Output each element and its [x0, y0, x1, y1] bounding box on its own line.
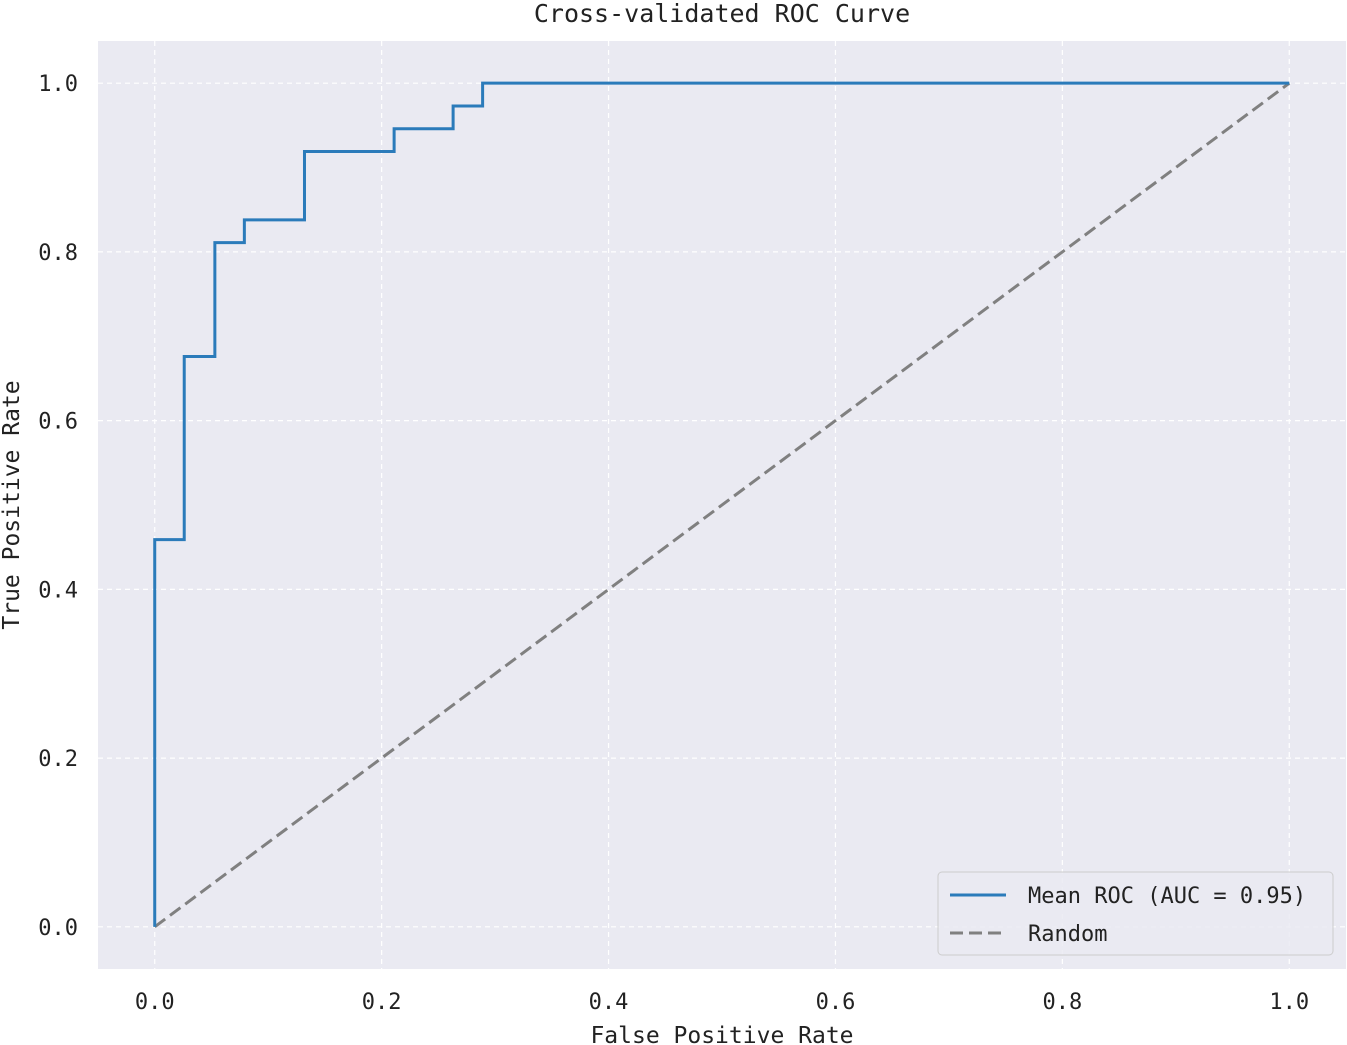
legend-label: Mean ROC (AUC = 0.95) — [1028, 884, 1306, 909]
mean-roc-line — [153, 81, 1290, 927]
series-layer — [153, 81, 1291, 929]
y-tick-labels: 0.0 0.2 0.4 0.6 0.8 1.0 — [38, 72, 78, 941]
x-tick-label: 0.6 — [816, 990, 856, 1015]
x-tick-label: 0.0 — [135, 990, 175, 1015]
y-tick-label: 0.6 — [38, 410, 78, 435]
x-tick-label: 0.2 — [362, 990, 402, 1015]
y-axis-label: True Positive Rate — [0, 380, 25, 629]
x-tick-label: 1.0 — [1269, 990, 1309, 1015]
y-tick-label: 0.8 — [38, 241, 78, 266]
legend-box — [937, 871, 1334, 956]
legend-label: Random — [1028, 922, 1107, 947]
x-axis-label: False Positive Rate — [590, 1023, 853, 1045]
y-tick-label: 0.0 — [38, 916, 78, 941]
y-tick-label: 1.0 — [38, 72, 78, 97]
x-tick-label: 0.4 — [589, 990, 629, 1015]
x-tick-label: 0.8 — [1042, 990, 1082, 1015]
y-tick-label: 0.4 — [38, 578, 78, 603]
x-tick-labels: 0.0 0.2 0.4 0.6 0.8 1.0 — [135, 990, 1309, 1015]
y-tick-label: 0.2 — [38, 747, 78, 772]
chart-title: Cross-validated ROC Curve — [534, 0, 910, 28]
random-baseline-line — [153, 81, 1291, 929]
legend: Mean ROC (AUC = 0.95) Random — [937, 871, 1334, 956]
